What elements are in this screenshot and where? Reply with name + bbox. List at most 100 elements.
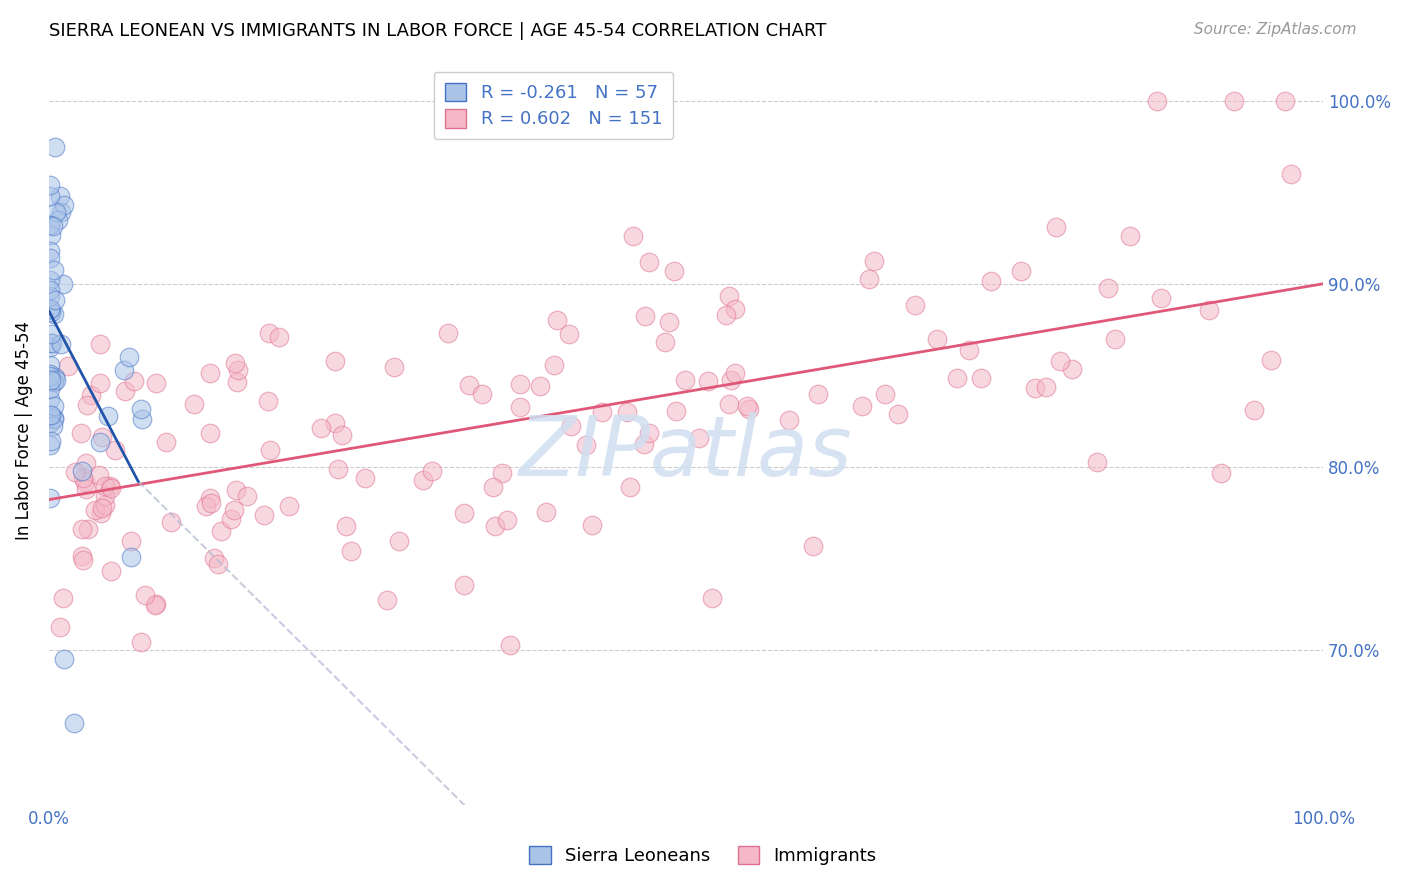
Point [39,188,62,202]
Point [93,498,115,512]
Point [330,427,353,442]
Point [51,337,73,351]
Point [91,430,114,444]
Point [69,426,91,441]
Y-axis label: In Labor Force | Age 45-54: In Labor Force | Age 45-54 [15,320,32,540]
Point [39,301,62,316]
Point [509,377,531,392]
Point [453,506,475,520]
Point [700,591,723,606]
Point [724,301,747,316]
Legend: Sierra Leoneans, Immigrants: Sierra Leoneans, Immigrants [522,838,884,872]
Point [226,375,249,389]
Point [72,471,94,485]
Point [720,372,742,386]
Point [134,588,156,602]
Point [75,456,97,470]
Point [39,305,62,319]
Point [39,289,62,303]
Point [326,462,349,476]
Point [484,519,506,533]
Point [278,499,301,513]
Point [873,387,896,401]
Point [77,522,100,536]
Point [957,343,980,357]
Point [129,401,152,416]
Point [56,359,79,373]
Point [633,437,655,451]
Point [1223,94,1246,108]
Point [325,354,347,368]
Point [226,362,249,376]
Point [1150,291,1173,305]
Point [104,442,127,457]
Point [1045,219,1067,234]
Point [112,362,135,376]
Point [558,327,581,342]
Point [53,652,76,666]
Point [39,228,62,243]
Point [970,370,993,384]
Point [862,254,884,268]
Point [100,481,122,495]
Point [717,289,740,303]
Legend: R = -0.261   N = 57, R = 0.602   N = 151: R = -0.261 N = 57, R = 0.602 N = 151 [434,71,673,139]
Point [51,205,73,219]
Point [735,400,758,414]
Point [83,502,105,516]
Point [858,271,880,285]
Point [491,466,513,480]
Point [76,399,98,413]
Text: Source: ZipAtlas.com: Source: ZipAtlas.com [1194,22,1357,37]
Text: ZIPatlas: ZIPatlas [519,412,853,493]
Point [145,597,167,611]
Point [673,373,696,387]
Point [688,430,710,444]
Point [807,387,830,401]
Point [335,518,357,533]
Point [52,277,75,292]
Point [412,473,434,487]
Point [851,399,873,413]
Point [980,274,1002,288]
Point [39,340,62,354]
Point [1097,280,1119,294]
Point [1024,380,1046,394]
Point [145,376,167,391]
Point [547,313,569,327]
Point [1035,379,1057,393]
Point [904,298,927,312]
Point [42,307,65,321]
Point [724,366,747,380]
Point [211,524,233,539]
Point [42,419,65,434]
Point [509,401,531,415]
Point [1274,94,1296,108]
Point [1209,466,1232,480]
Point [42,399,65,413]
Point [39,273,62,287]
Point [39,369,62,384]
Point [131,412,153,426]
Point [236,489,259,503]
Point [73,475,96,489]
Point [200,496,222,510]
Point [39,367,62,381]
Point [44,293,66,308]
Point [340,544,363,558]
Point [638,255,661,269]
Point [44,373,66,387]
Point [458,378,481,392]
Point [41,336,63,351]
Point [198,491,221,506]
Point [1085,455,1108,469]
Point [420,465,443,479]
Point [634,309,657,323]
Point [801,539,824,553]
Point [80,388,103,402]
Point [39,382,62,396]
Text: SIERRA LEONEAN VS IMMIGRANTS IN LABOR FORCE | AGE 45-54 CORRELATION CHART: SIERRA LEONEAN VS IMMIGRANTS IN LABOR FO… [49,22,827,40]
Point [658,315,681,329]
Point [714,308,737,322]
Point [482,480,505,494]
